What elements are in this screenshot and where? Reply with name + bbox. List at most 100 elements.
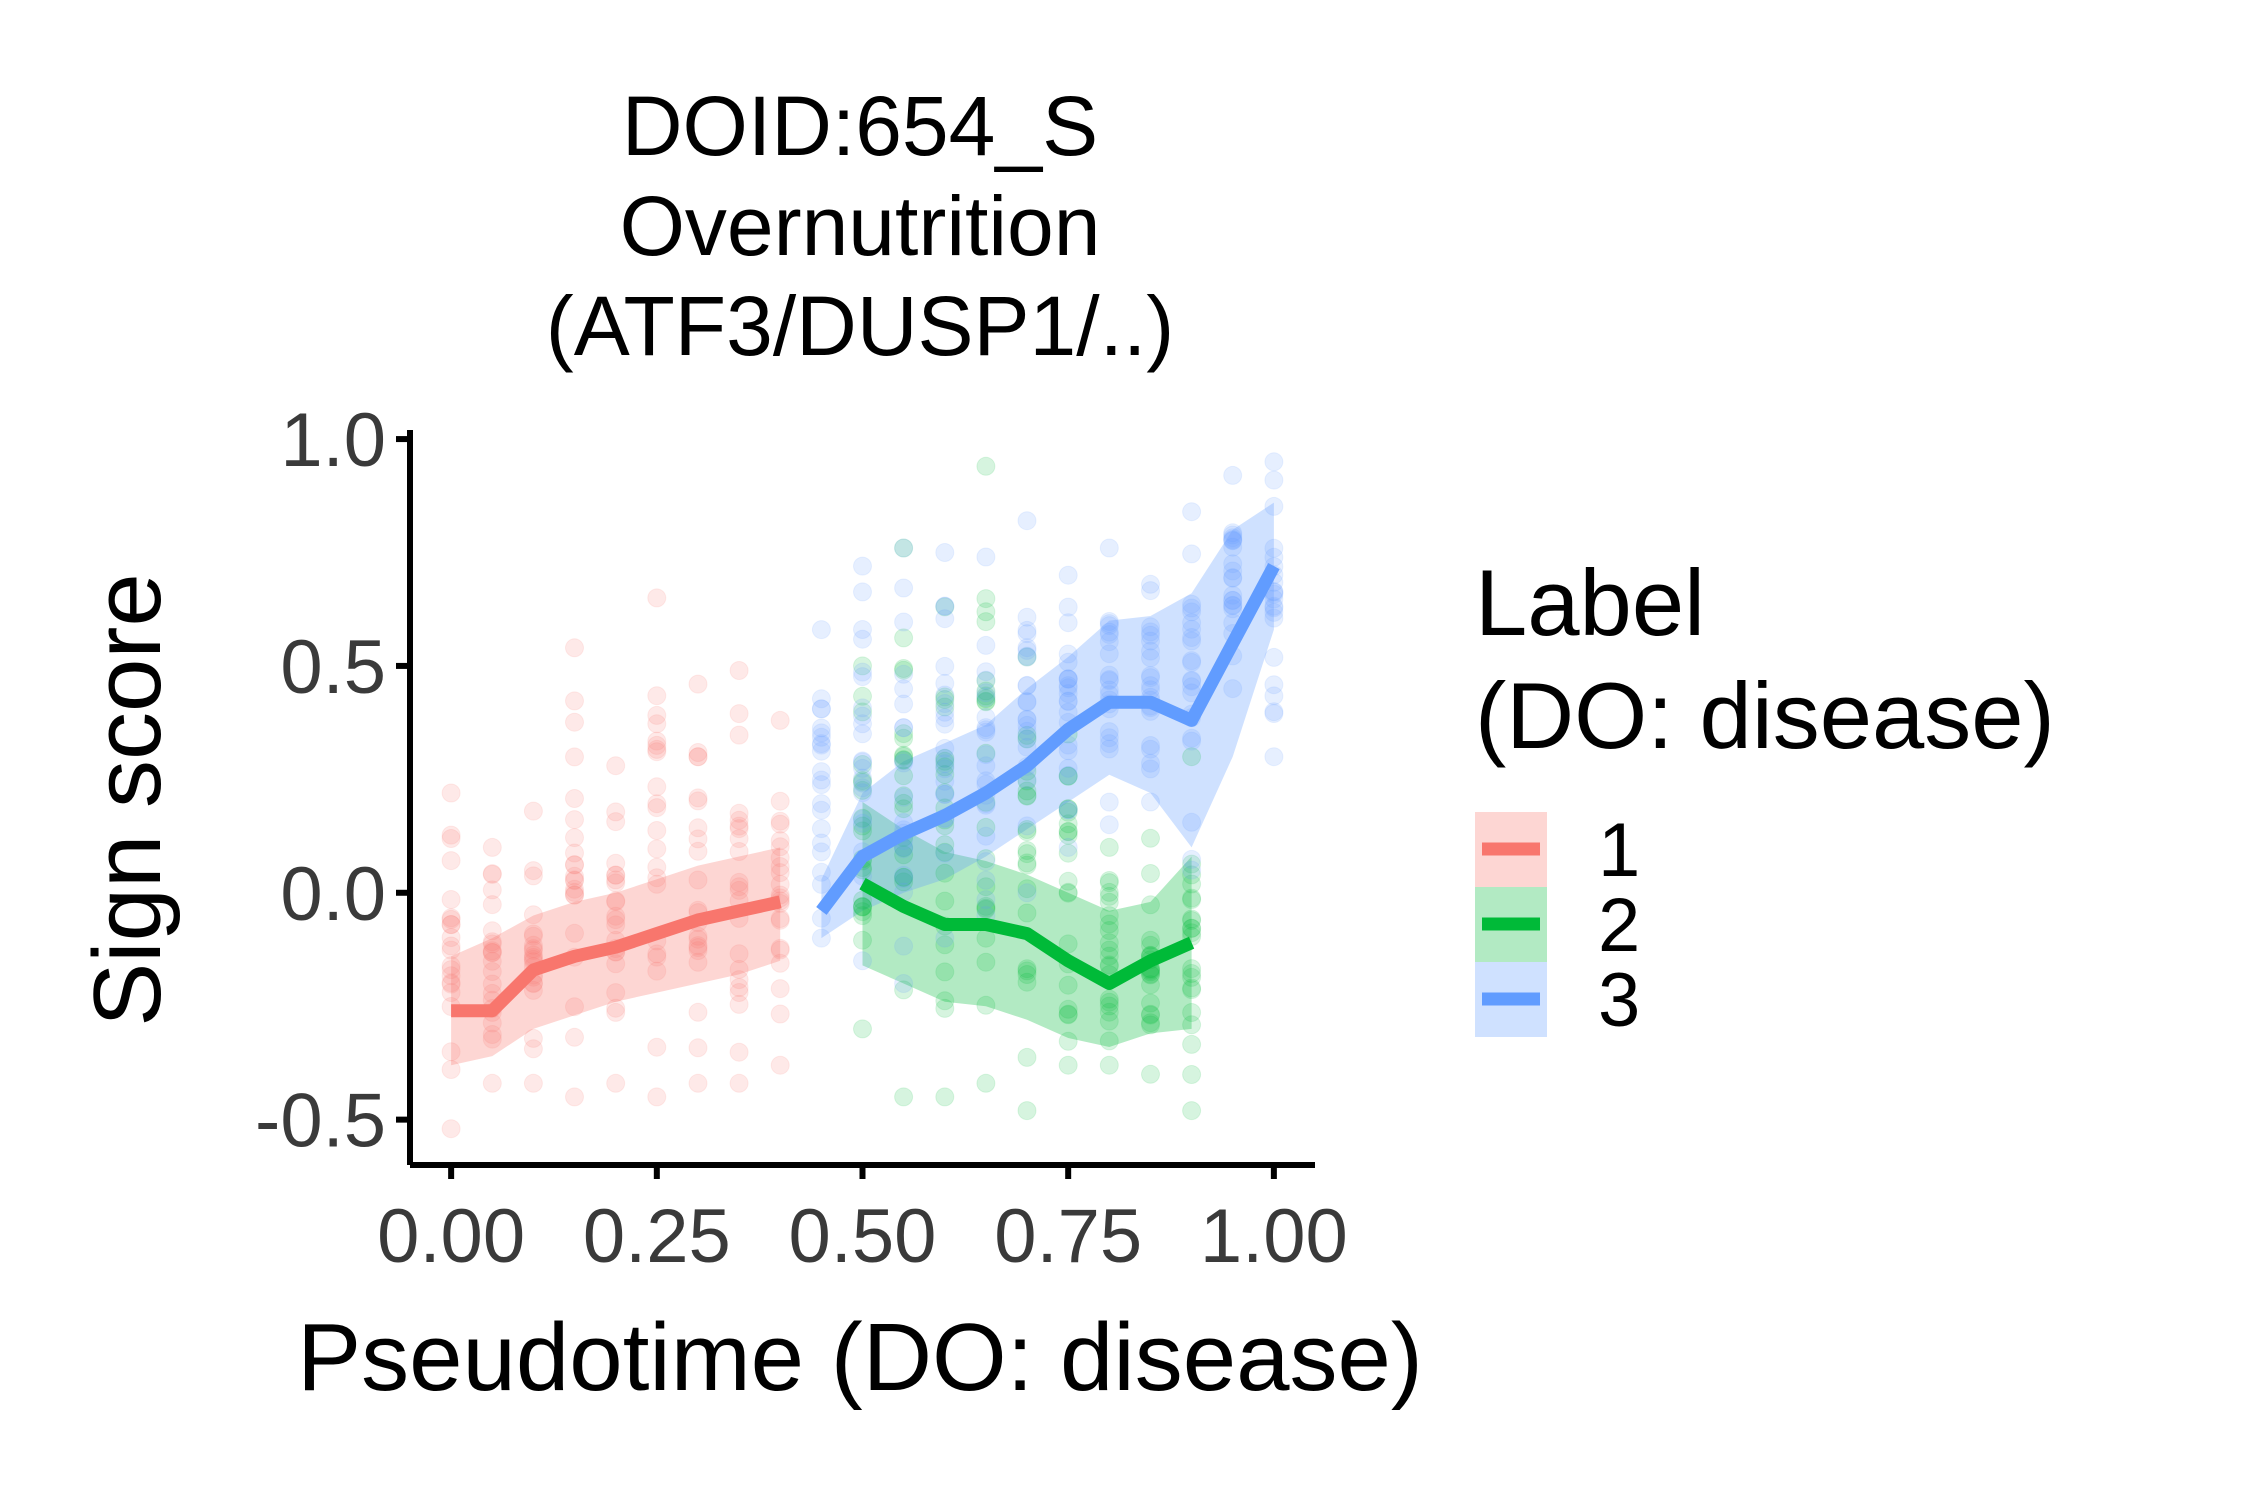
scatter-point-series-3 bbox=[1058, 644, 1078, 664]
scatter-point-series-1 bbox=[647, 839, 667, 859]
scatter-point-series-3 bbox=[976, 826, 996, 846]
scatter-point-series-3 bbox=[976, 707, 996, 727]
scatter-point-series-3 bbox=[1141, 648, 1160, 668]
scatter-point-series-1 bbox=[688, 1038, 708, 1058]
scatter-point-series-2 bbox=[1182, 1015, 1202, 1035]
scatter-point-series-1 bbox=[606, 756, 626, 776]
scatter-point-series-2 bbox=[976, 691, 996, 711]
scatter-point-series-2 bbox=[1058, 766, 1078, 786]
scatter-point-series-3 bbox=[976, 635, 996, 655]
scatter-point-series-2 bbox=[894, 659, 914, 678]
scatter-point-series-1 bbox=[441, 890, 461, 909]
scatter-point-series-3 bbox=[1182, 812, 1202, 832]
scatter-point-series-3 bbox=[894, 865, 914, 885]
scatter-point-series-2 bbox=[894, 538, 914, 558]
scatter-point-series-3 bbox=[1058, 692, 1078, 711]
scatter-point-series-3 bbox=[853, 662, 872, 682]
scatter-point-series-3 bbox=[1264, 596, 1284, 616]
scatter-point-series-2 bbox=[894, 786, 914, 806]
scatter-point-series-1 bbox=[441, 1042, 461, 1062]
scatter-point-series-3 bbox=[1264, 598, 1284, 618]
scatter-point-series-2 bbox=[1058, 975, 1078, 995]
scatter-point-series-3 bbox=[976, 720, 996, 740]
scatter-point-series-2 bbox=[894, 746, 914, 766]
scatter-point-series-2 bbox=[935, 935, 955, 955]
scatter-point-series-2 bbox=[1058, 766, 1078, 786]
scatter-point-series-3 bbox=[935, 596, 955, 616]
scatter-point-series-1 bbox=[565, 871, 584, 891]
scatter-point-series-3 bbox=[811, 928, 831, 948]
scatter-point-series-1 bbox=[482, 895, 502, 915]
scatter-point-series-3 bbox=[1099, 625, 1119, 644]
scatter-point-series-3 bbox=[1182, 631, 1202, 651]
scatter-point-series-3 bbox=[935, 673, 955, 693]
scatter-point-series-2 bbox=[894, 660, 914, 680]
scatter-point-series-1 bbox=[482, 880, 502, 900]
scatter-point-series-2 bbox=[935, 751, 955, 771]
scatter-point-series-2 bbox=[894, 793, 914, 813]
scatter-point-series-1 bbox=[606, 983, 626, 1003]
scatter-point-series-2 bbox=[853, 656, 872, 676]
scatter-point-series-2 bbox=[1182, 890, 1202, 910]
scatter-point-series-1 bbox=[441, 915, 461, 935]
scatter-point-series-2 bbox=[1141, 895, 1160, 915]
scatter-point-series-2 bbox=[1099, 914, 1119, 934]
scatter-point-series-3 bbox=[1223, 525, 1243, 545]
title-line-2: Overnutrition bbox=[620, 179, 1101, 273]
scatter-point-series-2 bbox=[853, 780, 872, 800]
scatter-point-series-1 bbox=[606, 915, 626, 935]
scatter-point-series-3 bbox=[1141, 622, 1160, 642]
scatter-point-series-2 bbox=[935, 765, 955, 784]
scatter-point-series-2 bbox=[1182, 918, 1202, 938]
scatter-point-series-1 bbox=[770, 1055, 790, 1075]
title-line-1: DOID:654_S bbox=[622, 79, 1098, 173]
scatter-point-series-1 bbox=[647, 868, 667, 888]
scatter-point-series-1 bbox=[688, 841, 708, 861]
scatter-point-series-2 bbox=[1182, 888, 1202, 908]
scatter-point-series-1 bbox=[688, 747, 708, 767]
scatter-point-series-3 bbox=[894, 694, 914, 714]
scatter-point-series-3 bbox=[1058, 678, 1078, 698]
scatter-point-series-3 bbox=[976, 870, 996, 890]
scatter-point-series-1 bbox=[606, 954, 626, 974]
scatter-point-series-3 bbox=[894, 664, 914, 684]
scatter-point-series-1 bbox=[729, 810, 749, 830]
scatter-point-series-1 bbox=[523, 866, 543, 886]
scatter-point-series-2 bbox=[1017, 820, 1037, 839]
scatter-point-series-3 bbox=[935, 596, 955, 616]
scatter-point-series-3 bbox=[935, 759, 955, 779]
scatter-point-series-3 bbox=[811, 819, 831, 839]
scatter-point-series-3 bbox=[894, 578, 914, 598]
scatter-point-series-3 bbox=[976, 722, 996, 742]
scatter-point-series-1 bbox=[565, 879, 584, 899]
scatter-point-series-1 bbox=[770, 910, 790, 930]
scatter-point-series-2 bbox=[894, 766, 914, 786]
scatter-point-series-2 bbox=[935, 690, 955, 709]
scatter-point-series-1 bbox=[482, 837, 502, 857]
scatter-point-series-1 bbox=[729, 819, 749, 839]
scatter-point-series-2 bbox=[1058, 825, 1078, 845]
y-tick-label: 1.0 bbox=[280, 398, 386, 483]
scatter-point-series-1 bbox=[647, 874, 667, 894]
scatter-point-series-3 bbox=[853, 629, 872, 649]
scatter-point-series-2 bbox=[1141, 993, 1160, 1013]
scatter-point-series-3 bbox=[935, 543, 955, 562]
scatter-point-series-2 bbox=[853, 897, 872, 917]
scatter-point-series-3 bbox=[976, 745, 996, 765]
scatter-point-series-2 bbox=[894, 845, 914, 865]
scatter-point-series-1 bbox=[482, 932, 502, 952]
scatter-point-series-3 bbox=[853, 773, 872, 793]
scatter-point-series-2 bbox=[1182, 1101, 1202, 1121]
scatter-point-series-3 bbox=[1017, 715, 1037, 735]
scatter-point-series-2 bbox=[1017, 879, 1037, 899]
scatter-point-series-3 bbox=[935, 771, 955, 791]
scatter-point-series-3 bbox=[811, 620, 831, 640]
scatter-point-series-1 bbox=[441, 936, 461, 956]
scatter-point-series-3 bbox=[1099, 622, 1119, 642]
scatter-point-series-3 bbox=[811, 734, 831, 754]
scatter-point-series-2 bbox=[976, 602, 996, 622]
scatter-point-series-3 bbox=[811, 874, 831, 894]
axes: -0.5 0.0 0.5 1.0 0.00 0.25 0.50 0.75 1.00 bbox=[255, 398, 1348, 1279]
scatter-point-series-3 bbox=[1099, 612, 1119, 631]
scatter-point-series-3 bbox=[894, 538, 914, 558]
